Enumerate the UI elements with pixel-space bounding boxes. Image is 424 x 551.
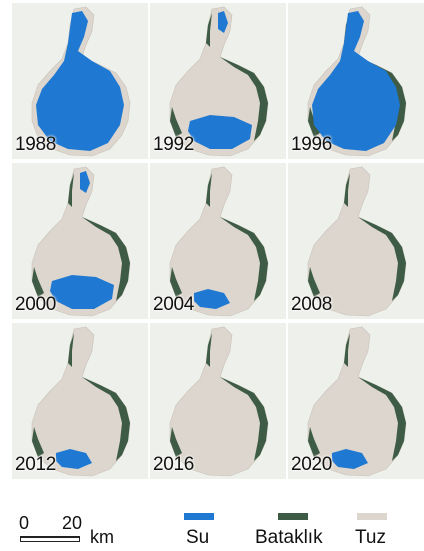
scale-bar <box>20 536 80 542</box>
marsh-area <box>68 173 74 207</box>
water-area <box>36 11 124 151</box>
marsh-area <box>308 267 320 297</box>
legend-label-salt: Tuz <box>355 527 386 548</box>
marsh-area <box>82 377 130 461</box>
marsh-area <box>308 427 320 457</box>
lake-map-2016 <box>150 323 286 479</box>
marsh-area <box>358 377 406 461</box>
marsh-area <box>206 13 212 47</box>
lake-map-2004 <box>150 163 286 319</box>
legend-label-marsh: Bataklık <box>255 527 323 548</box>
map-panel-2012: 2012 <box>12 323 148 479</box>
year-label: 2008 <box>291 294 333 315</box>
water-area <box>312 11 400 151</box>
map-panel-1992: 1992 <box>150 3 286 159</box>
salt-flat <box>169 326 269 477</box>
scale-unit: km <box>90 527 114 547</box>
water-area <box>188 115 252 149</box>
legend-label-water: Su <box>186 527 210 548</box>
legend-swatch-marsh <box>278 513 308 520</box>
marsh-area <box>220 377 268 461</box>
water-area-north <box>218 11 228 33</box>
year-label: 1988 <box>15 134 57 155</box>
water-area <box>194 289 230 309</box>
marsh-area <box>344 333 350 367</box>
marsh-area <box>220 57 268 141</box>
map-panel-grid: 1988 1992 1996 2000 2004 2008 2012 2016 2020 <box>12 3 424 479</box>
year-label: 2020 <box>291 454 333 475</box>
marsh-area <box>220 217 268 301</box>
salt-flat <box>31 326 131 477</box>
legend-swatch-water <box>184 513 214 520</box>
marsh-area <box>32 267 44 297</box>
lake-map-2012 <box>12 323 148 479</box>
map-panel-2020: 2020 <box>288 323 424 479</box>
marsh-area <box>82 217 130 301</box>
water-area <box>56 449 92 469</box>
lake-map-2000 <box>12 163 148 319</box>
year-label: 2004 <box>153 294 195 315</box>
lake-map-2008 <box>288 163 424 319</box>
marsh-area <box>170 427 182 457</box>
salt-flat <box>307 326 407 477</box>
year-label: 1992 <box>153 134 195 155</box>
map-panel-2004: 2004 <box>150 163 286 319</box>
marsh-area <box>32 427 44 457</box>
lake-map-2020 <box>288 323 424 479</box>
year-label: 2012 <box>15 454 57 475</box>
scale-label-twenty: 20 <box>62 513 83 533</box>
marsh-area <box>68 333 74 367</box>
marsh-area <box>344 173 350 207</box>
lake-map-1996 <box>288 3 424 159</box>
marsh-area <box>170 267 182 297</box>
year-label: 1996 <box>291 134 333 155</box>
map-legend: 0 20 km Su Bataklık Tuz <box>0 483 424 551</box>
lake-map-1988 <box>12 3 148 159</box>
water-area-north <box>80 171 90 193</box>
year-label: 2016 <box>153 454 195 475</box>
marsh-area <box>358 217 406 301</box>
marsh-area <box>358 57 406 141</box>
salt-flat <box>307 166 407 317</box>
marsh-area <box>170 107 182 137</box>
salt-flat <box>169 166 269 317</box>
marsh-area <box>206 173 212 207</box>
map-panel-1996: 1996 <box>288 3 424 159</box>
map-panel-2000: 2000 <box>12 163 148 319</box>
map-panel-2008: 2008 <box>288 163 424 319</box>
legend-swatch-salt <box>357 513 387 520</box>
year-label: 2000 <box>15 294 57 315</box>
map-panel-1988: 1988 <box>12 3 148 159</box>
scale-label-zero: 0 <box>19 513 30 533</box>
water-area <box>50 275 114 309</box>
water-area <box>332 449 368 469</box>
salt-flat <box>31 166 131 317</box>
lake-map-1992 <box>150 3 286 159</box>
marsh-area <box>206 333 212 367</box>
salt-flat <box>169 6 269 157</box>
map-panel-2016: 2016 <box>150 323 286 479</box>
